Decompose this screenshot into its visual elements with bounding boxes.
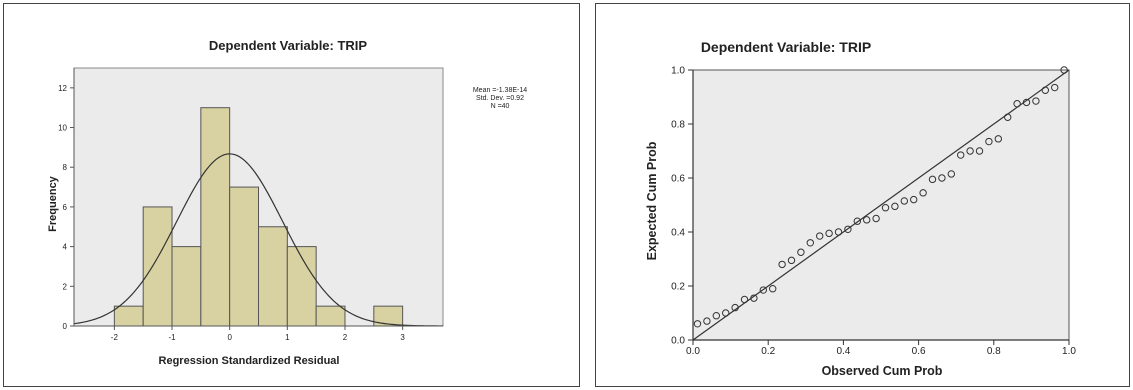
pp-point	[797, 248, 805, 256]
pp-point	[853, 217, 862, 225]
pp-x-tick-label: 0.4	[836, 346, 850, 357]
pp-point	[778, 260, 786, 269]
pp-point	[947, 170, 956, 178]
pp-point	[1051, 83, 1059, 92]
pp-point	[1060, 66, 1068, 74]
pp-plot-chart: Dependent Variable: TRIP 0.00.0 0.2 0.2 0.4…	[645, 39, 1076, 378]
pp-point	[703, 317, 711, 325]
pp-point	[1041, 86, 1050, 94]
pp-point	[975, 147, 984, 155]
pp-point	[834, 228, 843, 236]
pp-plot-title: Dependent Variable: TRIP	[701, 39, 871, 55]
pp-point	[750, 294, 758, 302]
pp-point	[985, 137, 993, 146]
pp-point	[1004, 113, 1012, 121]
pp-point	[806, 239, 815, 247]
pp-point	[731, 303, 739, 312]
histogram-x-tick-label: 2	[343, 333, 348, 342]
pp-point	[722, 309, 730, 317]
pp-x-tick-label: 0.8	[987, 346, 1001, 357]
pp-y-tick-label: 1.0	[671, 66, 685, 77]
histogram-x-tick-label: -2	[111, 333, 119, 342]
histogram-bar	[142, 206, 173, 327]
histogram-y-tick-label: 2	[63, 282, 68, 291]
histogram-stats-box: Mean =-1.38E-14 Std. Dev. =0.92 N =40	[473, 87, 527, 110]
pp-point	[957, 151, 965, 159]
pp-x-tick-label: 0.6	[912, 346, 926, 357]
histogram-bar	[229, 186, 259, 327]
histogram-bar	[113, 305, 144, 327]
histogram-y-tick-label: 12	[58, 84, 67, 93]
pp-point	[994, 135, 1003, 143]
pp-y-axis-label: Expected Cum Prob	[645, 141, 659, 260]
pp-point	[1032, 97, 1040, 105]
pp-point	[787, 256, 796, 265]
histogram-x-tick-label: 1	[285, 333, 290, 342]
histogram-x-tick-label: 0	[227, 333, 232, 342]
pp-y-tick-label: 0.6	[671, 174, 685, 185]
histogram-x-tick-label: 3	[400, 333, 405, 342]
histogram-x-axis-label: Regression Standardized Residual	[159, 355, 340, 367]
pp-y-tick-label: 0.0	[671, 336, 685, 347]
pp-point	[844, 225, 852, 234]
histogram-y-axis-label: Frequency	[47, 175, 59, 232]
histogram-y-tick-label: 8	[63, 163, 68, 172]
pp-point	[1013, 100, 1021, 108]
stat-n: N =40	[491, 103, 510, 110]
pp-point	[872, 214, 880, 223]
histogram-x-tick-label: -1	[168, 333, 176, 342]
pp-point	[966, 147, 974, 155]
pp-point	[891, 202, 899, 211]
pp-x-tick-label: 0.2	[761, 346, 775, 357]
pp-point	[769, 285, 777, 293]
pp-point	[825, 229, 833, 238]
pp-point	[816, 232, 824, 240]
histogram-bar	[258, 226, 288, 327]
pp-x-axis-label: Observed Cum Prob	[822, 364, 943, 378]
pp-plot-panel: Dependent Variable: TRIP 0.0 0.0 0.2 0.2 0.4…	[595, 3, 1130, 387]
pp-point	[740, 295, 749, 304]
histogram-y-tick-label: 6	[63, 203, 68, 212]
histogram-title: Dependent Variable: TRIP	[209, 38, 368, 53]
pp-x-tick-label: 1.0	[1062, 346, 1076, 357]
histogram-chart: Dependent Variable: TRIP -2 -1 0 1 2 30246810…	[47, 38, 527, 367]
pp-point	[693, 320, 702, 328]
pp-point	[938, 174, 946, 182]
pp-point	[712, 312, 721, 320]
pp-point	[919, 189, 927, 197]
pp-point	[1022, 98, 1031, 107]
pp-y-tick-label: 0.4	[671, 228, 685, 239]
pp-y-tick-label: 0.2	[671, 282, 685, 293]
pp-point	[928, 175, 937, 184]
pp-point	[759, 286, 768, 294]
pp-y-tick-label: 0.8	[671, 120, 685, 131]
pp-point	[910, 195, 918, 204]
histogram-bar	[315, 305, 346, 327]
pp-point	[881, 204, 890, 212]
normal-curve	[73, 153, 444, 327]
histogram-bar	[286, 246, 317, 327]
histogram-y-tick-label: 0	[63, 322, 68, 331]
stat-mean: Mean =-1.38E-14	[473, 87, 527, 94]
pp-x-tick-label: 0.0	[686, 346, 700, 357]
histogram-bar	[171, 246, 202, 327]
histogram-panel: Dependent Variable: TRIP -2 -1 0 1 2 3 0 2 4 6 8 10…	[3, 3, 580, 387]
pp-point	[900, 197, 909, 205]
histogram-y-tick-label: 10	[58, 124, 67, 133]
pp-point	[863, 216, 871, 224]
stat-std-dev: Std. Dev. =0.92	[476, 95, 524, 102]
histogram-bar	[200, 107, 231, 327]
histogram-y-tick-label: 4	[63, 243, 68, 252]
